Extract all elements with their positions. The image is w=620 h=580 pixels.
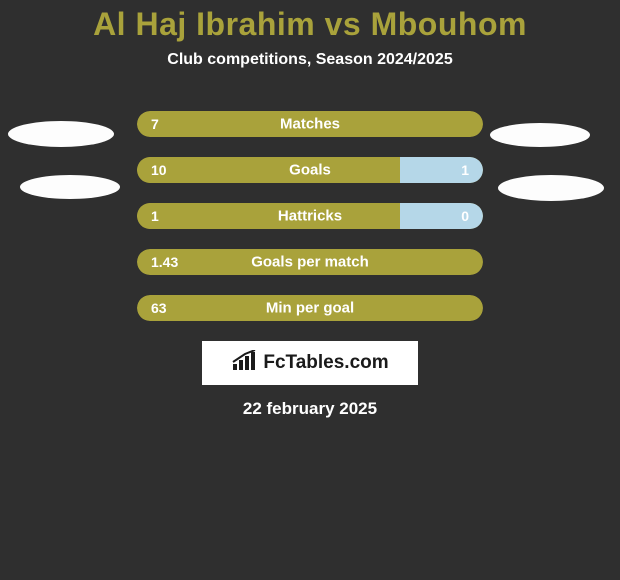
stat-label: Goals xyxy=(289,162,331,179)
stat-value-right: 1 xyxy=(461,162,469,178)
decor-ellipse-left-2 xyxy=(20,175,120,199)
stat-label: Min per goal xyxy=(266,300,354,317)
stat-label: Hattricks xyxy=(278,208,342,225)
stat-value-left: 63 xyxy=(151,300,167,316)
stat-value-left: 7 xyxy=(151,116,159,132)
bar-chart-icon xyxy=(231,350,257,377)
stat-label: Matches xyxy=(280,116,340,133)
stat-bar: 7 Matches xyxy=(137,111,483,137)
page-subtitle: Club competitions, Season 2024/2025 xyxy=(0,51,620,69)
stat-value-right: 0 xyxy=(461,208,469,224)
decor-ellipse-left-1 xyxy=(8,121,114,147)
bars-area: 7Matches101Goals10Hattricks1.43Goals per… xyxy=(0,111,620,321)
source-logo: FcTables.com xyxy=(202,341,418,385)
page-title: Al Haj Ibrahim vs Mbouhom xyxy=(0,0,620,43)
stat-value-left: 10 xyxy=(151,162,167,178)
stat-value-left: 1.43 xyxy=(151,254,178,270)
date-text: 22 february 2025 xyxy=(0,399,620,419)
stat-bar: 10 1 Goals xyxy=(137,157,483,183)
decor-ellipse-right-2 xyxy=(498,175,604,201)
source-logo-text: FcTables.com xyxy=(263,352,388,374)
comparison-infographic: Al Haj Ibrahim vs Mbouhom Club competiti… xyxy=(0,0,620,580)
decor-ellipse-right-1 xyxy=(490,123,590,147)
stat-bar: 1.43 Goals per match xyxy=(137,249,483,275)
stat-bar: 63 Min per goal xyxy=(137,295,483,321)
stat-label: Goals per match xyxy=(251,254,369,271)
stat-bar: 1 0 Hattricks xyxy=(137,203,483,229)
stat-value-left: 1 xyxy=(151,208,159,224)
